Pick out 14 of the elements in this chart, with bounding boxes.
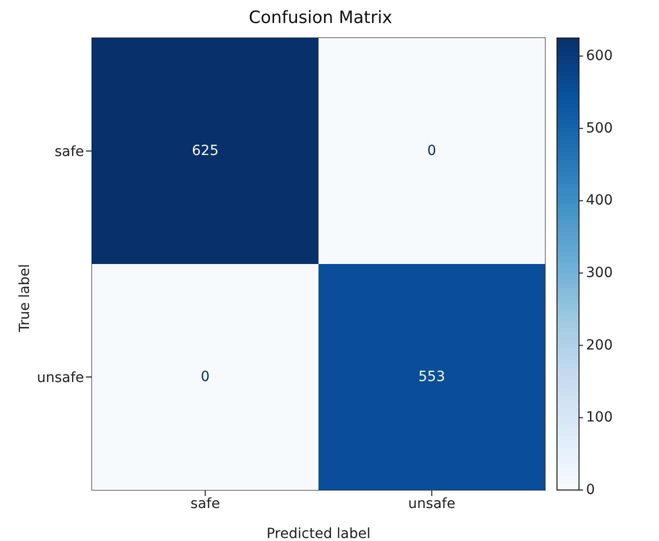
data-label: 0 <box>427 143 436 159</box>
color-bar-label: 200 <box>586 337 613 354</box>
color-bar-label: 600 <box>586 48 613 64</box>
color-bar-label: 400 <box>586 192 613 209</box>
data-label: 625 <box>192 143 219 159</box>
data-label: 553 <box>418 369 446 385</box>
color-bar-label: 300 <box>586 265 613 282</box>
chart-title: Confusion Matrix <box>248 8 394 28</box>
y-axis-title: True label <box>16 264 33 334</box>
x-axis-title: Predicted label <box>266 526 371 541</box>
color-bar-label: 100 <box>586 410 613 426</box>
color-bar-label: 500 <box>586 120 613 136</box>
data-label: 0 <box>200 369 210 385</box>
color-bar-label: 0 <box>586 482 595 498</box>
